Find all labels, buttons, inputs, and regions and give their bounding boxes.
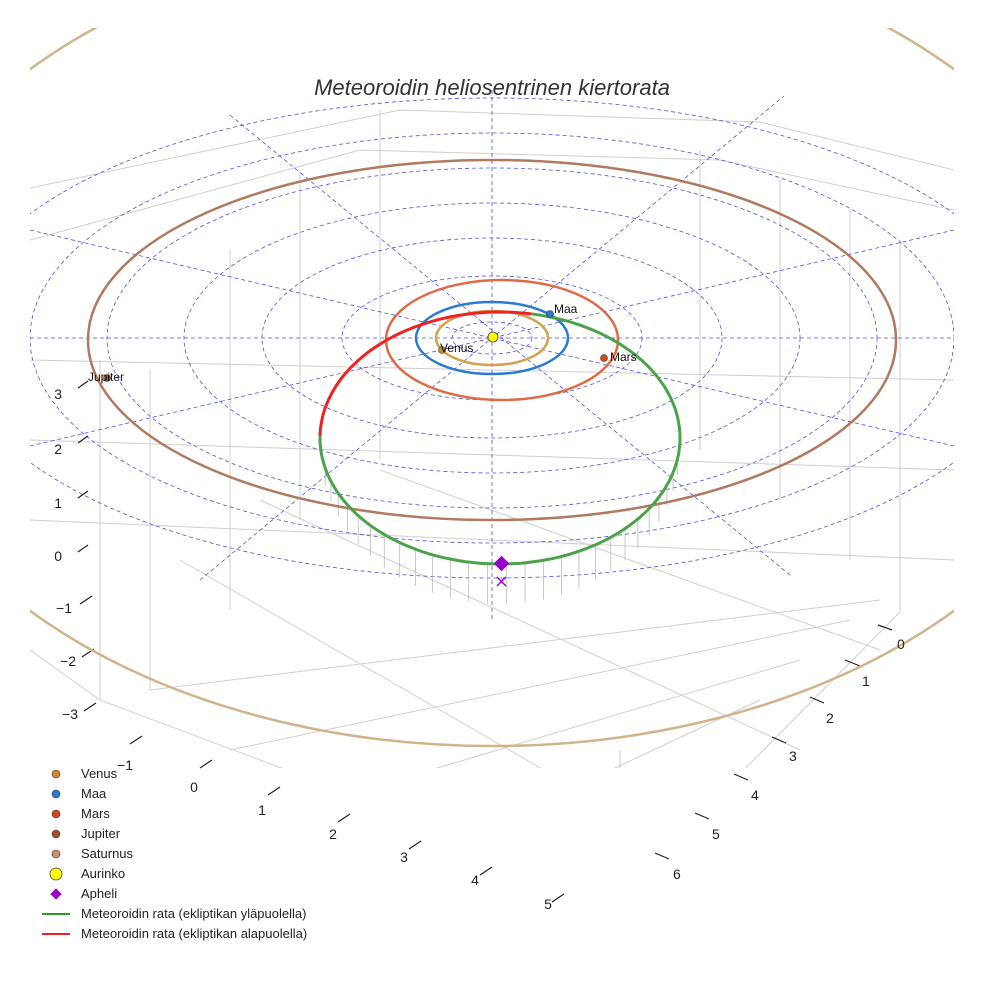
right-tick-label: 1 [862, 673, 870, 689]
bottom-tick-label: 3 [400, 849, 408, 865]
mars-label: Mars [610, 350, 637, 364]
right-tick-labels: 0 1 2 3 4 5 6 [673, 636, 905, 882]
orbit-below-ecliptic [318, 310, 532, 439]
saturn-orbit [30, 28, 954, 748]
mars-marker [600, 354, 608, 362]
jupiter-marker [103, 374, 111, 382]
legend-marker-jupiter [51, 829, 61, 839]
legend-item-venus: Venus [81, 766, 118, 781]
legend-item-maa: Maa [81, 786, 107, 801]
legend-item-apheli: Apheli [81, 886, 117, 901]
left-tick-label: 1 [54, 495, 62, 511]
right-tick-label: 2 [826, 710, 834, 726]
ecliptic-grid [30, 90, 954, 620]
left-tick-labels: 3 2 1 0 −1 −2 −3 [54, 386, 78, 722]
legend-item-below-ecliptic: Meteoroidin rata (ekliptikan alapuolella… [81, 926, 307, 941]
legend-marker-saturnus [51, 849, 61, 859]
left-tick-label: −2 [60, 653, 76, 669]
left-tick-label: −3 [62, 706, 78, 722]
bottom-tick-label: 1 [258, 802, 266, 818]
left-tick-label: −1 [56, 600, 72, 616]
bottom-tick-label: 2 [329, 826, 337, 842]
bottom-tick-label: 4 [471, 872, 479, 888]
legend: Venus Maa Mars Jupiter Saturnus Aurinko … [42, 766, 307, 941]
right-tick-label: 4 [751, 787, 759, 803]
meteoroid-orbit [318, 310, 682, 566]
earth-orbit [414, 300, 570, 376]
bottom-tick-label: 0 [190, 779, 198, 795]
legend-item-jupiter: Jupiter [81, 826, 121, 841]
right-tick-label: 5 [712, 826, 720, 842]
jupiter-orbit [86, 158, 898, 522]
legend-marker-mars [51, 809, 61, 819]
legend-marker-apheli [50, 888, 62, 900]
box-grid [30, 109, 954, 768]
legend-item-mars: Mars [81, 806, 110, 821]
chart-title: Meteoroidin heliosentrinen kiertorata [314, 75, 670, 100]
legend-marker-aurinko [49, 867, 63, 881]
legend-marker-venus [51, 769, 61, 779]
venus-label: Venus [440, 341, 473, 355]
axis-ticks [77, 380, 893, 903]
earth-label: Maa [554, 302, 578, 316]
bottom-tick-label: −1 [117, 757, 133, 773]
left-tick-label: 2 [54, 441, 62, 457]
earth-marker [546, 310, 554, 318]
venus-marker [438, 346, 446, 354]
legend-item-saturnus: Saturnus [81, 846, 134, 861]
legend-item-aurinko: Aurinko [81, 866, 125, 881]
bottom-tick-label: 5 [544, 896, 552, 912]
legend-item-above-ecliptic: Meteoroidin rata (ekliptikan yläpuolella… [81, 906, 306, 921]
sun-marker [487, 331, 499, 343]
right-tick-label: 6 [673, 866, 681, 882]
legend-marker-maa [51, 789, 61, 799]
bottom-tick-labels: −1 0 1 2 3 4 5 [117, 757, 552, 912]
orbit-above-ecliptic [318, 312, 682, 566]
left-tick-label: 3 [54, 386, 62, 402]
aphelion-marker [493, 555, 510, 572]
left-tick-label: 0 [54, 548, 62, 564]
planet-orbits [30, 28, 954, 748]
right-tick-label: 3 [789, 748, 797, 764]
jupiter-label: Jupiter [88, 370, 124, 384]
planet-labels: Venus Maa Mars Jupiter [88, 302, 637, 384]
right-tick-label: 0 [897, 636, 905, 652]
aphelion-projection-marker [496, 576, 507, 587]
